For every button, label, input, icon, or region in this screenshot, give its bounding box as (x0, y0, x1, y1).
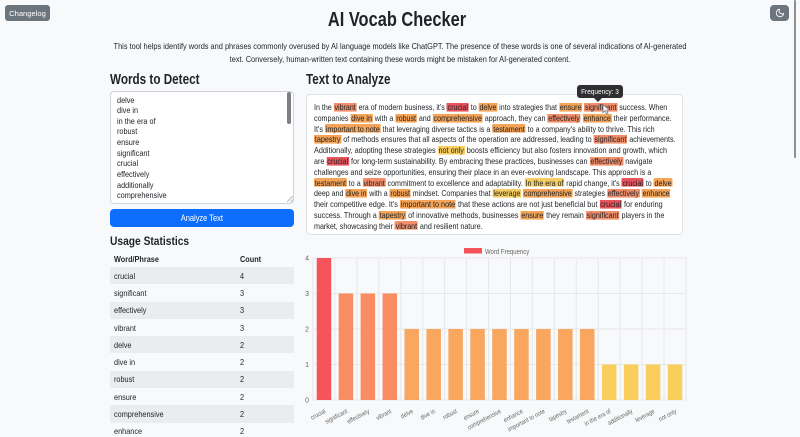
svg-text:1: 1 (305, 362, 309, 369)
svg-text:delve: delve (400, 408, 415, 420)
svg-text:additionally: additionally (607, 408, 635, 427)
svg-text:dive in: dive in (419, 408, 437, 422)
svg-text:3: 3 (305, 291, 309, 298)
svg-text:Word Frequency: Word Frequency (485, 247, 529, 256)
svg-text:leverage: leverage (634, 408, 656, 424)
svg-text:2: 2 (305, 327, 309, 334)
svg-text:vibrant: vibrant (375, 408, 393, 422)
svg-text:4: 4 (305, 256, 309, 263)
svg-text:robust: robust (442, 408, 459, 421)
svg-text:effectively: effectively (346, 408, 371, 426)
svg-text:significant: significant (324, 408, 349, 426)
svg-text:0: 0 (305, 398, 309, 405)
svg-text:not only: not only (658, 408, 679, 423)
